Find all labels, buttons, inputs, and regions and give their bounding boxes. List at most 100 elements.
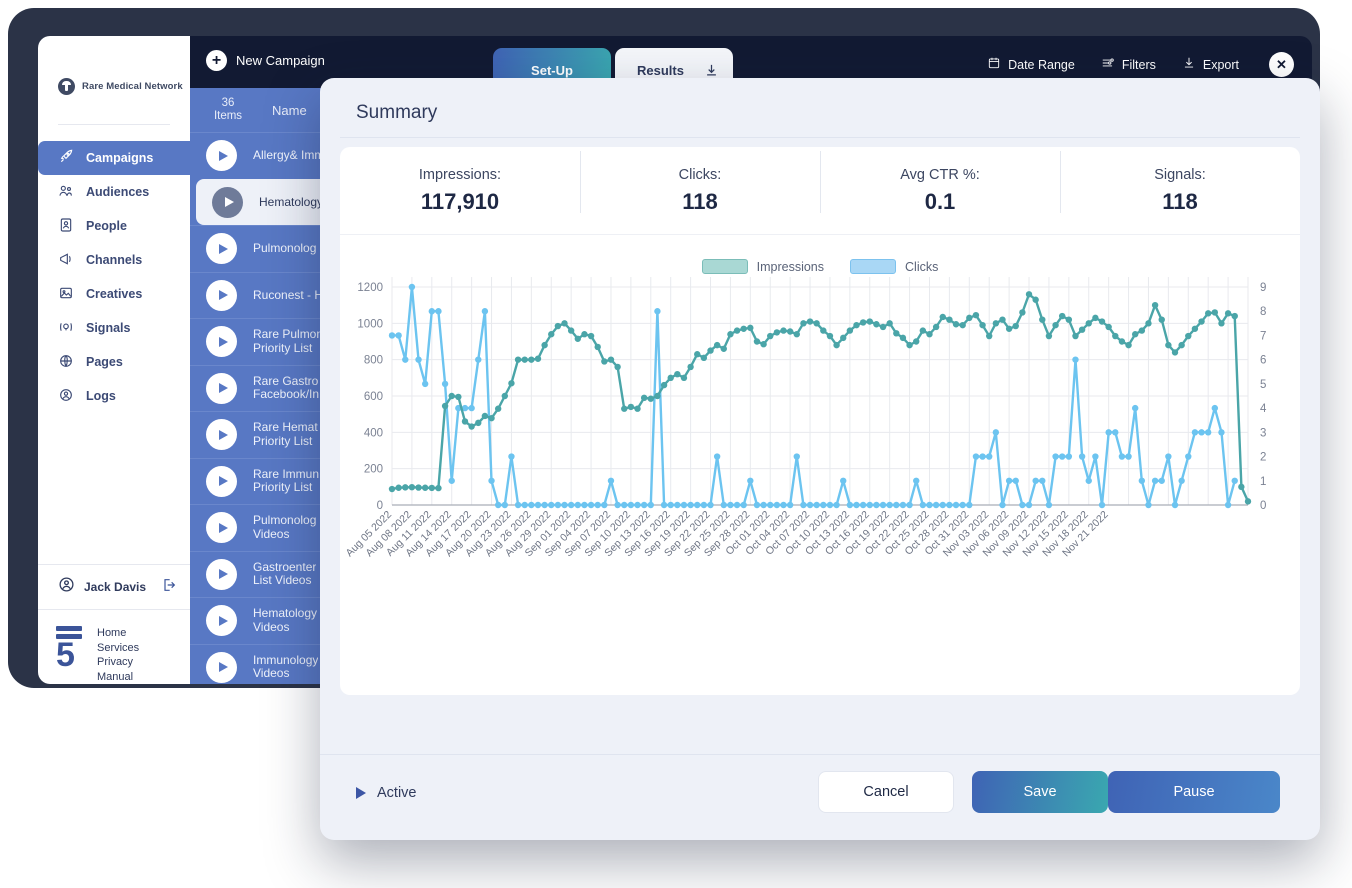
y-axis-right-tick: 5 bbox=[1260, 379, 1266, 391]
data-point bbox=[740, 501, 747, 509]
data-point bbox=[514, 501, 522, 509]
data-point bbox=[1085, 477, 1092, 484]
stat-value: 117,910 bbox=[420, 188, 500, 214]
data-point bbox=[654, 308, 661, 315]
y-axis-left-tick: 800 bbox=[364, 355, 383, 367]
data-point bbox=[986, 332, 993, 340]
data-point bbox=[733, 327, 741, 334]
y-axis-right-tick: 3 bbox=[1260, 427, 1266, 439]
legend-item-impressions[interactable]: Impressions bbox=[701, 259, 824, 274]
data-point bbox=[1198, 429, 1205, 436]
data-point bbox=[1178, 477, 1185, 484]
new-campaign-button[interactable]: + New Campaign bbox=[206, 50, 325, 71]
data-point bbox=[806, 318, 814, 325]
data-point bbox=[713, 453, 721, 460]
data-point bbox=[979, 321, 986, 329]
logout-icon[interactable] bbox=[161, 577, 177, 598]
data-point bbox=[913, 338, 920, 345]
date-range-button[interactable]: Date Range bbox=[987, 56, 1075, 73]
data-point bbox=[634, 501, 641, 509]
data-point bbox=[767, 332, 774, 340]
y-axis-left-tick: 0 bbox=[377, 500, 383, 512]
play-icon[interactable] bbox=[206, 372, 237, 404]
play-icon[interactable] bbox=[206, 558, 237, 590]
play-icon[interactable] bbox=[206, 140, 237, 172]
legend-item-clicks[interactable]: Clicks bbox=[850, 259, 938, 274]
cancel-button[interactable]: Cancel bbox=[818, 771, 954, 813]
sidebar-item-signals[interactable]: Signals bbox=[38, 311, 190, 345]
brand-logo-icon bbox=[58, 77, 75, 95]
user-block[interactable]: Jack Davis bbox=[38, 564, 190, 610]
data-point bbox=[846, 501, 854, 509]
summary-card: Impressions: 117,910 Clicks: 118 Avg CTR %: 0… bbox=[340, 147, 1300, 695]
data-point bbox=[899, 334, 907, 342]
data-point bbox=[853, 501, 860, 509]
pause-button[interactable]: Pause bbox=[1108, 771, 1280, 813]
data-point bbox=[494, 501, 502, 509]
data-point bbox=[667, 374, 674, 382]
export-button[interactable]: Export bbox=[1182, 56, 1239, 73]
sidebar-item-campaigns[interactable]: Campaigns bbox=[38, 141, 190, 175]
sidebar-item-people[interactable]: People bbox=[38, 209, 190, 243]
play-icon[interactable] bbox=[206, 279, 237, 311]
sidebar-item-label: People bbox=[86, 219, 127, 233]
data-point bbox=[972, 311, 980, 319]
footer-link[interactable]: Manual bbox=[97, 670, 134, 683]
stat-3: Signals: 118 bbox=[1060, 150, 1300, 215]
data-point bbox=[1072, 332, 1079, 340]
list-item-label: Immunology Videos bbox=[253, 653, 319, 681]
footer-link[interactable]: Home bbox=[97, 627, 127, 639]
y-axis-right-tick: 8 bbox=[1260, 306, 1266, 318]
sidebar-item-audiences[interactable]: Audiences bbox=[38, 175, 190, 209]
globe-icon bbox=[58, 353, 74, 372]
data-point bbox=[853, 321, 860, 329]
data-point bbox=[1052, 453, 1059, 460]
data-point bbox=[594, 501, 601, 509]
data-point bbox=[468, 404, 475, 412]
play-icon[interactable] bbox=[206, 233, 237, 265]
stat-1: Clicks: 118 bbox=[580, 150, 820, 215]
save-button[interactable]: Save bbox=[972, 771, 1108, 813]
footer-link[interactable]: Services bbox=[97, 641, 140, 654]
data-point bbox=[1138, 477, 1146, 484]
data-point bbox=[1125, 341, 1132, 349]
play-icon[interactable] bbox=[206, 605, 237, 637]
sidebar-item-logs[interactable]: Logs bbox=[38, 379, 190, 413]
play-icon[interactable] bbox=[206, 326, 237, 358]
data-point bbox=[461, 418, 469, 425]
data-point bbox=[1131, 404, 1139, 412]
play-icon[interactable] bbox=[206, 465, 237, 497]
sidebar-item-pages[interactable]: Pages bbox=[38, 345, 190, 379]
filters-button[interactable]: Filters bbox=[1101, 56, 1156, 73]
data-point bbox=[1032, 477, 1039, 484]
data-point bbox=[614, 501, 621, 509]
play-icon[interactable] bbox=[206, 512, 237, 544]
data-point bbox=[448, 477, 455, 484]
data-point bbox=[866, 318, 873, 325]
data-point bbox=[581, 331, 588, 338]
download-icon[interactable] bbox=[704, 63, 719, 78]
data-point bbox=[773, 501, 781, 509]
data-point bbox=[1019, 501, 1026, 509]
sidebar-item-creatives[interactable]: Creatives bbox=[38, 277, 190, 311]
play-icon[interactable] bbox=[212, 186, 243, 218]
list-item[interactable]: Hematology bbox=[196, 178, 336, 225]
data-point bbox=[879, 501, 887, 509]
footer-link[interactable]: Privacy bbox=[97, 656, 134, 668]
data-point bbox=[959, 321, 966, 329]
data-point bbox=[707, 501, 714, 509]
sidebar-item-label: Campaigns bbox=[86, 151, 154, 165]
y-axis-right-tick: 1 bbox=[1260, 476, 1266, 488]
data-point bbox=[694, 351, 701, 358]
data-point bbox=[1191, 325, 1199, 332]
data-point bbox=[906, 341, 913, 349]
play-icon[interactable] bbox=[206, 651, 237, 683]
stat-label: Impressions: bbox=[418, 166, 502, 183]
data-point bbox=[1012, 322, 1019, 330]
play-icon[interactable] bbox=[206, 419, 237, 451]
data-point bbox=[747, 324, 754, 332]
sidebar-item-channels[interactable]: Channels bbox=[38, 243, 190, 277]
data-point bbox=[614, 363, 621, 371]
data-point bbox=[1045, 332, 1053, 340]
close-icon[interactable]: ✕ bbox=[1269, 52, 1294, 77]
